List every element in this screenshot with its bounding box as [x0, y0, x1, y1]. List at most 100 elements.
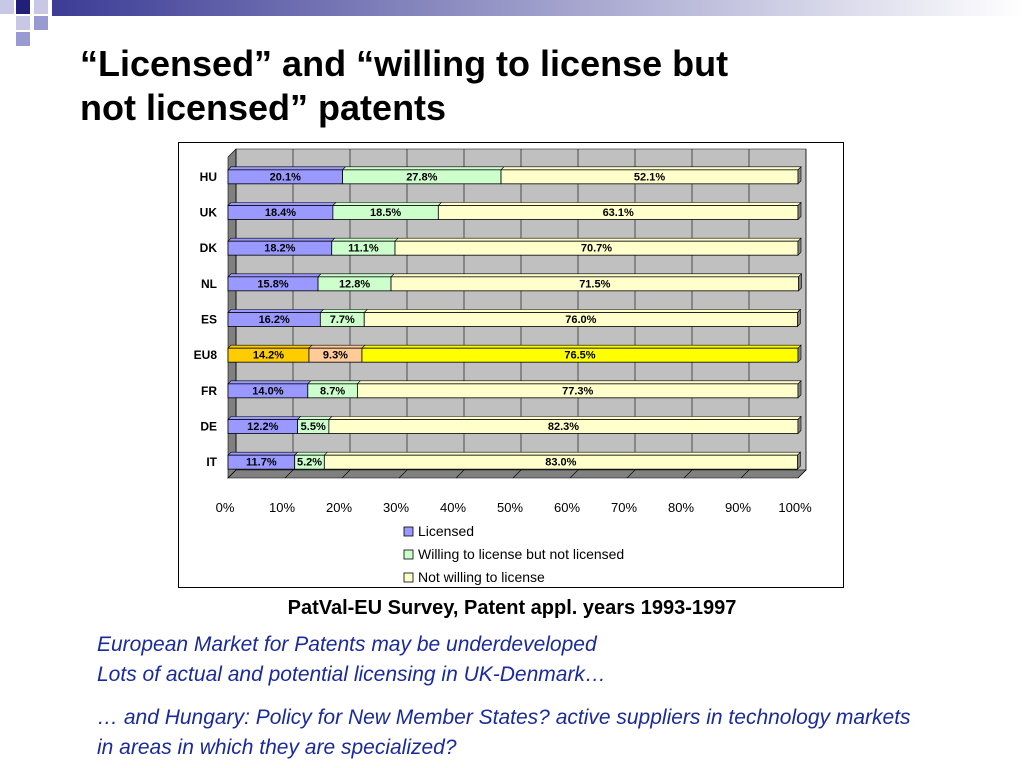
data-label: 18.2% — [264, 243, 295, 255]
bar-end-face — [797, 201, 802, 221]
floor-gridline — [398, 469, 408, 479]
chart-frame: 20.1% 27.8% 52.1% HU 18.4% 18.5% 63.1% UK 18.2% 1… — [178, 142, 844, 588]
bar-segment — [227, 344, 313, 363]
legend-swatch — [403, 526, 414, 537]
bar-segment — [437, 201, 802, 221]
deco-square — [16, 0, 30, 14]
category-label: EU8 — [194, 348, 218, 362]
bar-top-face — [363, 309, 802, 313]
data-label: 16.2% — [259, 314, 290, 326]
x-tick-label: 50% — [497, 500, 523, 515]
bar-top-face — [317, 273, 395, 278]
category-label: NL — [201, 277, 217, 291]
data-label: 18.5% — [370, 207, 401, 219]
deco-square — [16, 32, 30, 46]
bar-segment — [317, 273, 395, 292]
bar-top-face — [227, 237, 336, 242]
data-label: 18.4% — [265, 207, 296, 219]
bar-top-face — [331, 237, 399, 242]
data-label: 5.5% — [301, 421, 326, 433]
data-label: 9.3% — [323, 350, 348, 362]
deco-square — [34, 16, 48, 30]
bar-top-face — [390, 273, 803, 278]
bar-segment — [390, 273, 803, 292]
bar-top-face — [356, 380, 802, 385]
x-tick-label: 30% — [383, 500, 409, 515]
bar-top-face — [341, 166, 505, 171]
data-label: 63.1% — [603, 207, 634, 219]
bar-segment — [227, 380, 312, 399]
x-tick-label: 70% — [611, 500, 637, 515]
header-gradient-bar — [52, 0, 1024, 16]
header-decoration — [0, 0, 1024, 46]
bar-top-face — [296, 416, 333, 420]
x-tick-label: 90% — [725, 500, 751, 515]
data-label: 11.7% — [246, 457, 277, 469]
category-label: ES — [201, 313, 217, 327]
bar-top-face — [227, 451, 299, 456]
legend-swatch — [403, 549, 414, 560]
bar-top-face — [323, 451, 802, 456]
data-label: 76.0% — [565, 314, 596, 326]
bar-segment — [394, 237, 802, 256]
bar-top-face — [227, 273, 322, 278]
floor-gridline — [455, 469, 465, 479]
category-label: DE — [200, 420, 217, 434]
bar-segment — [500, 166, 802, 185]
data-label: 27.8% — [406, 171, 437, 183]
bar-end-face — [797, 380, 802, 399]
floor-gridline — [797, 469, 807, 479]
bar-top-face — [319, 309, 368, 313]
data-label: 20.1% — [270, 171, 301, 183]
floor-gridline — [227, 469, 237, 479]
x-tick-label: 10% — [269, 500, 295, 515]
x-tick-label: 100% — [778, 500, 812, 515]
bar-end-face — [797, 415, 802, 435]
bar-end-face — [798, 273, 802, 292]
data-label: 5.2% — [297, 457, 322, 469]
stacked-bar-chart: 20.1% 27.8% 52.1% HU 18.4% 18.5% 63.1% UK 18.2% 1… — [194, 148, 812, 585]
slide-title: “Licensed” and “willing to license but n… — [80, 42, 980, 130]
bar-end-face — [797, 308, 801, 328]
note-block-2: … and Hungary: Policy for New Member Sta… — [97, 703, 917, 763]
note-block-1: European Market for Patents may be under… — [97, 630, 917, 690]
category-label: IT — [206, 455, 217, 469]
bar-top-face — [437, 202, 802, 206]
bar-top-face — [227, 416, 302, 420]
floor-gridline — [683, 469, 693, 479]
data-label: 83.0% — [545, 457, 576, 469]
floor-gridline — [341, 469, 351, 479]
bar-segment — [227, 416, 302, 434]
floor-gridline — [569, 469, 579, 479]
chart-caption: PatVal-EU Survey, Patent appl. years 199… — [287, 597, 737, 619]
bar-top-face — [328, 416, 802, 420]
bar-segment — [308, 344, 366, 363]
data-label: 14.2% — [253, 350, 284, 362]
bar-top-face — [227, 380, 312, 385]
x-tick-label: 80% — [668, 500, 694, 515]
category-label: UK — [200, 206, 218, 220]
bar-segment — [227, 451, 299, 470]
data-label: 15.8% — [257, 278, 288, 290]
category-label: FR — [201, 384, 217, 398]
x-tick-label: 40% — [440, 500, 466, 515]
note-line: Lots of actual and potential licensing i… — [97, 663, 606, 686]
bar-top-face — [332, 202, 443, 206]
bar-top-face — [227, 309, 325, 313]
x-tick-label: 20% — [326, 500, 352, 515]
bar-top-face — [308, 344, 366, 349]
bar-segment — [363, 308, 802, 328]
category-label: DK — [200, 241, 218, 255]
data-label: 71.5% — [579, 278, 610, 290]
bar-end-face — [797, 166, 802, 185]
data-label: 12.2% — [247, 421, 278, 433]
bar-segment — [328, 415, 802, 435]
floor-gridline — [284, 469, 294, 479]
x-tick-label: 60% — [554, 500, 580, 515]
deco-square — [34, 0, 48, 14]
bar-top-face — [293, 451, 329, 456]
slide-title-line-2: not licensed” patents — [80, 87, 447, 128]
bar-top-face — [307, 380, 362, 385]
floor-gridline — [512, 469, 522, 479]
floor-gridline — [740, 469, 750, 479]
